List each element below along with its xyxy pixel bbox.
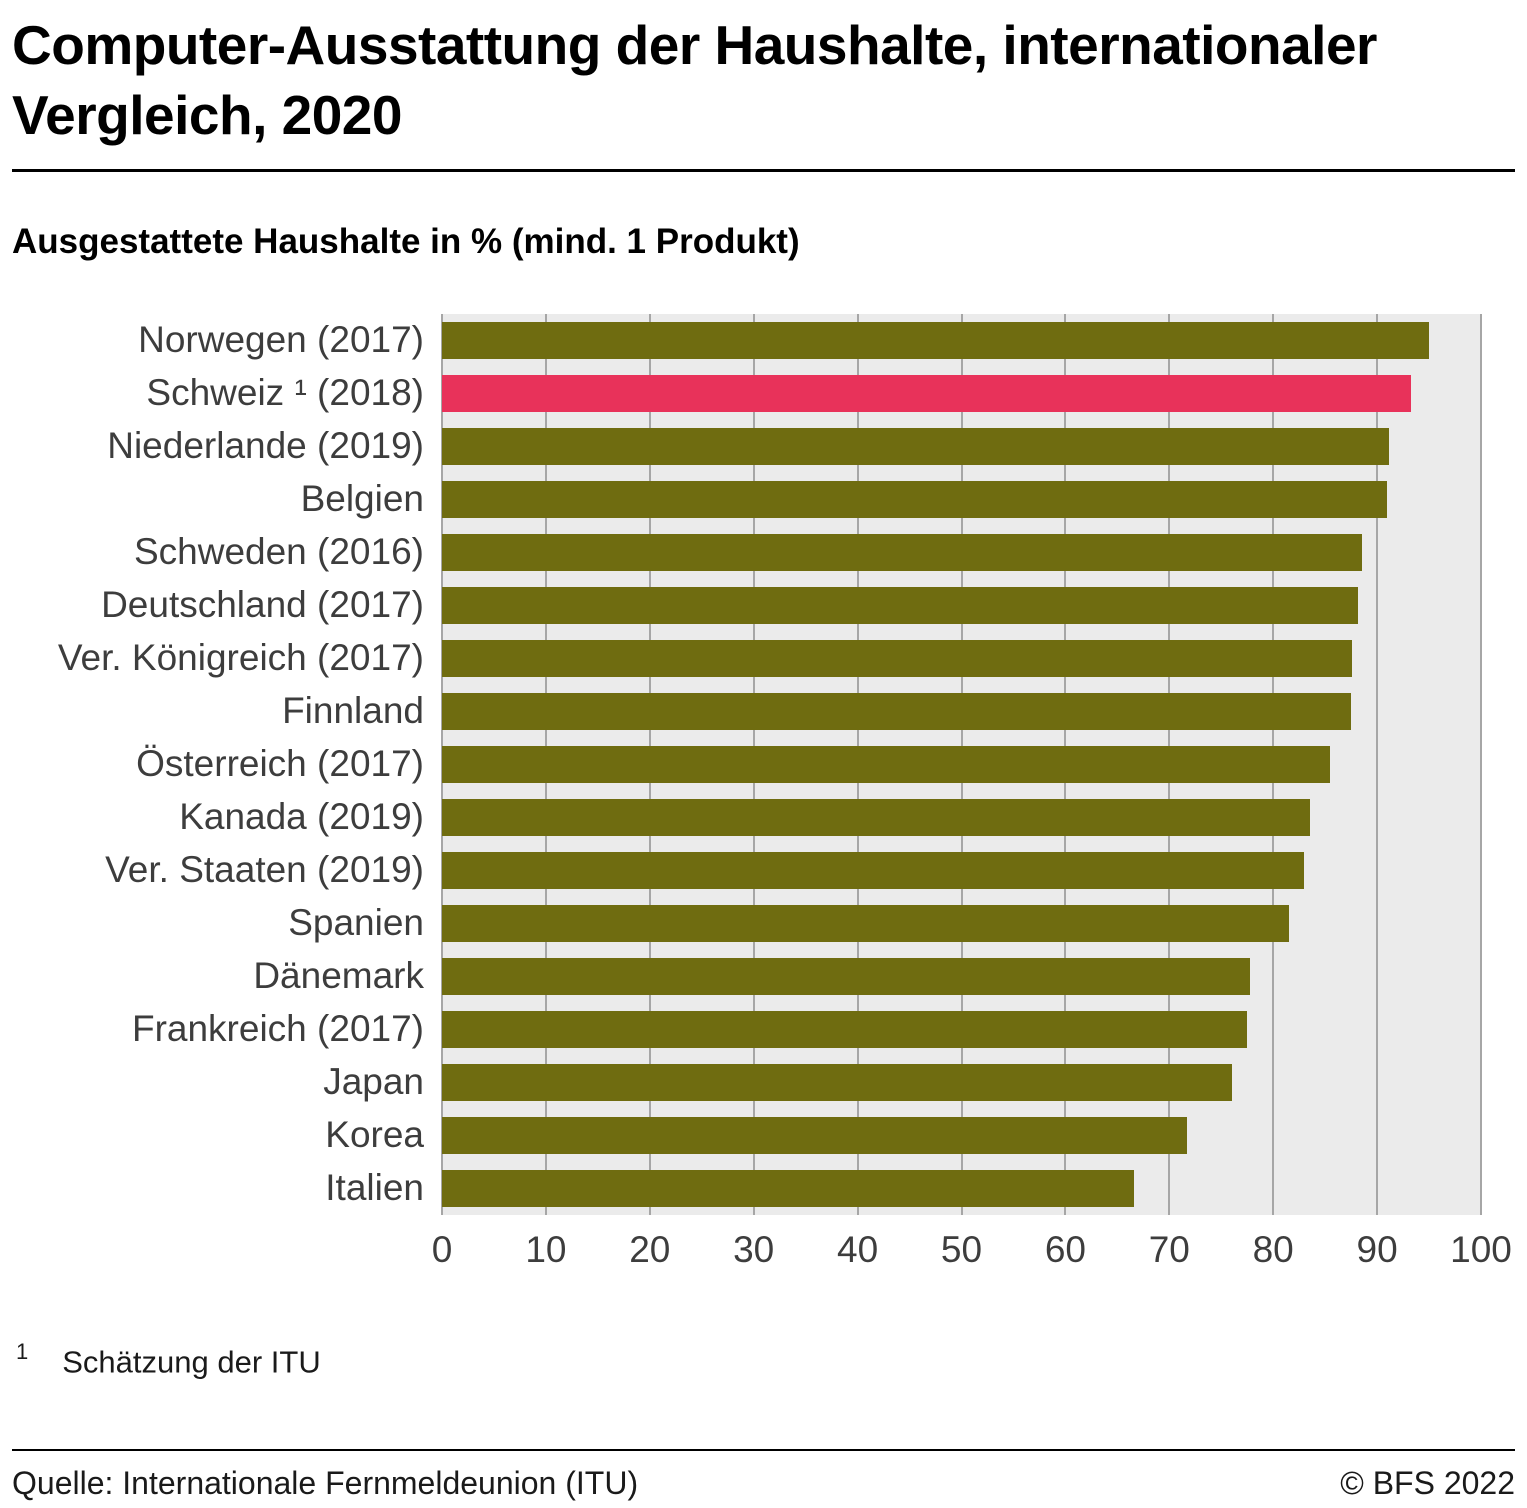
gridline	[1376, 313, 1379, 1215]
x-tick-label: 80	[1252, 1228, 1294, 1270]
bar-row	[442, 314, 1481, 367]
bar	[442, 321, 1430, 359]
category-label: Frankreich (2017)	[131, 1008, 424, 1050]
bar	[442, 1063, 1232, 1101]
bar	[442, 1010, 1248, 1048]
x-tick-label: 60	[1044, 1228, 1086, 1270]
x-tick-label: 70	[1148, 1228, 1190, 1270]
copyright-text: © BFS 2022	[1340, 1465, 1515, 1501]
bar-row	[442, 632, 1481, 685]
category-label: Ver. Staaten (2019)	[105, 849, 424, 891]
category-label: Italien	[325, 1167, 424, 1209]
x-tick-label: 0	[431, 1228, 453, 1270]
bar-row	[442, 1162, 1481, 1215]
bar-row	[442, 367, 1481, 420]
bar	[442, 904, 1289, 942]
bar	[442, 851, 1305, 889]
bar-row	[442, 950, 1481, 1003]
bars-container	[442, 314, 1481, 1215]
bar	[442, 533, 1362, 571]
bar	[442, 639, 1353, 677]
gridline	[1480, 313, 1482, 1215]
category-label: Kanada (2019)	[179, 796, 424, 838]
category-label: Finnland	[282, 690, 424, 732]
x-axis-spacer	[12, 1229, 442, 1277]
x-tick-label: 20	[629, 1228, 671, 1270]
bar	[442, 692, 1352, 730]
bar	[442, 798, 1310, 836]
bar-highlighted	[442, 374, 1412, 412]
x-axis-row: 0 10 20 30 40 50 60 70 80 90 100	[12, 1228, 1512, 1277]
category-label: Korea	[325, 1114, 424, 1156]
bar-row	[442, 526, 1481, 579]
category-label: Spanien	[288, 902, 424, 944]
plot-area	[441, 313, 1482, 1215]
x-tick-label: 30	[733, 1228, 775, 1270]
bar-row	[442, 791, 1481, 844]
x-axis: 0 10 20 30 40 50 60 70 80 90 100	[432, 1228, 1512, 1277]
category-label: Belgien	[300, 478, 424, 520]
x-tick-label: 100	[1450, 1228, 1512, 1270]
bar	[442, 427, 1389, 465]
bar	[442, 957, 1251, 995]
title-divider	[12, 168, 1515, 172]
category-label: Schweden (2016)	[133, 531, 424, 573]
bar-row	[442, 897, 1481, 950]
horizontal-bar-chart: Norwegen (2017) Schweiz ¹ (2018) Niederlan…	[12, 313, 1515, 1277]
category-labels-column: Norwegen (2017) Schweiz ¹ (2018) Niederlan…	[12, 314, 442, 1215]
category-label: Norwegen (2017)	[138, 319, 424, 361]
bar-row	[442, 579, 1481, 632]
bar-row	[442, 844, 1481, 897]
bar	[442, 1169, 1134, 1207]
category-label: Dänemark	[253, 955, 424, 997]
bar	[442, 586, 1359, 624]
bar	[442, 745, 1331, 783]
bar-row	[442, 685, 1481, 738]
category-label: Deutschland (2017)	[101, 584, 424, 626]
page-footer: Quelle: Internationale Fernmeldeunion (I…	[12, 1449, 1515, 1502]
bar-row	[442, 1003, 1481, 1056]
chart-subtitle: Ausgestattete Haushalte in % (mind. 1 Pr…	[12, 221, 800, 261]
category-label: Niederlande (2019)	[107, 425, 424, 467]
x-tick-label: 40	[837, 1228, 879, 1270]
footnote-text: Schätzung der ITU	[62, 1344, 321, 1380]
footnote: 1 Schätzung der ITU	[12, 1338, 1515, 1380]
category-label: Schweiz ¹ (2018)	[146, 372, 424, 414]
bar-row	[442, 420, 1481, 473]
chart-body: Norwegen (2017) Schweiz ¹ (2018) Niederlan…	[12, 313, 1482, 1215]
category-label: Japan	[323, 1061, 424, 1103]
bar-row	[442, 1056, 1481, 1109]
source-text: Quelle: Internationale Fernmeldeunion (I…	[12, 1465, 639, 1501]
page-title: Computer-Ausstattung der Haushalte, inte…	[12, 14, 1377, 147]
bar-row	[442, 473, 1481, 526]
bar	[442, 1116, 1187, 1154]
footnote-marker: 1	[16, 1338, 29, 1364]
category-label: Ver. Königreich (2017)	[57, 637, 424, 679]
category-label: Österreich (2017)	[136, 743, 424, 785]
bar-row	[442, 1109, 1481, 1162]
bar-row	[442, 738, 1481, 791]
bar	[442, 480, 1388, 518]
x-tick-label: 10	[525, 1228, 567, 1270]
x-tick-label: 50	[940, 1228, 983, 1270]
x-tick-label: 90	[1356, 1228, 1398, 1270]
